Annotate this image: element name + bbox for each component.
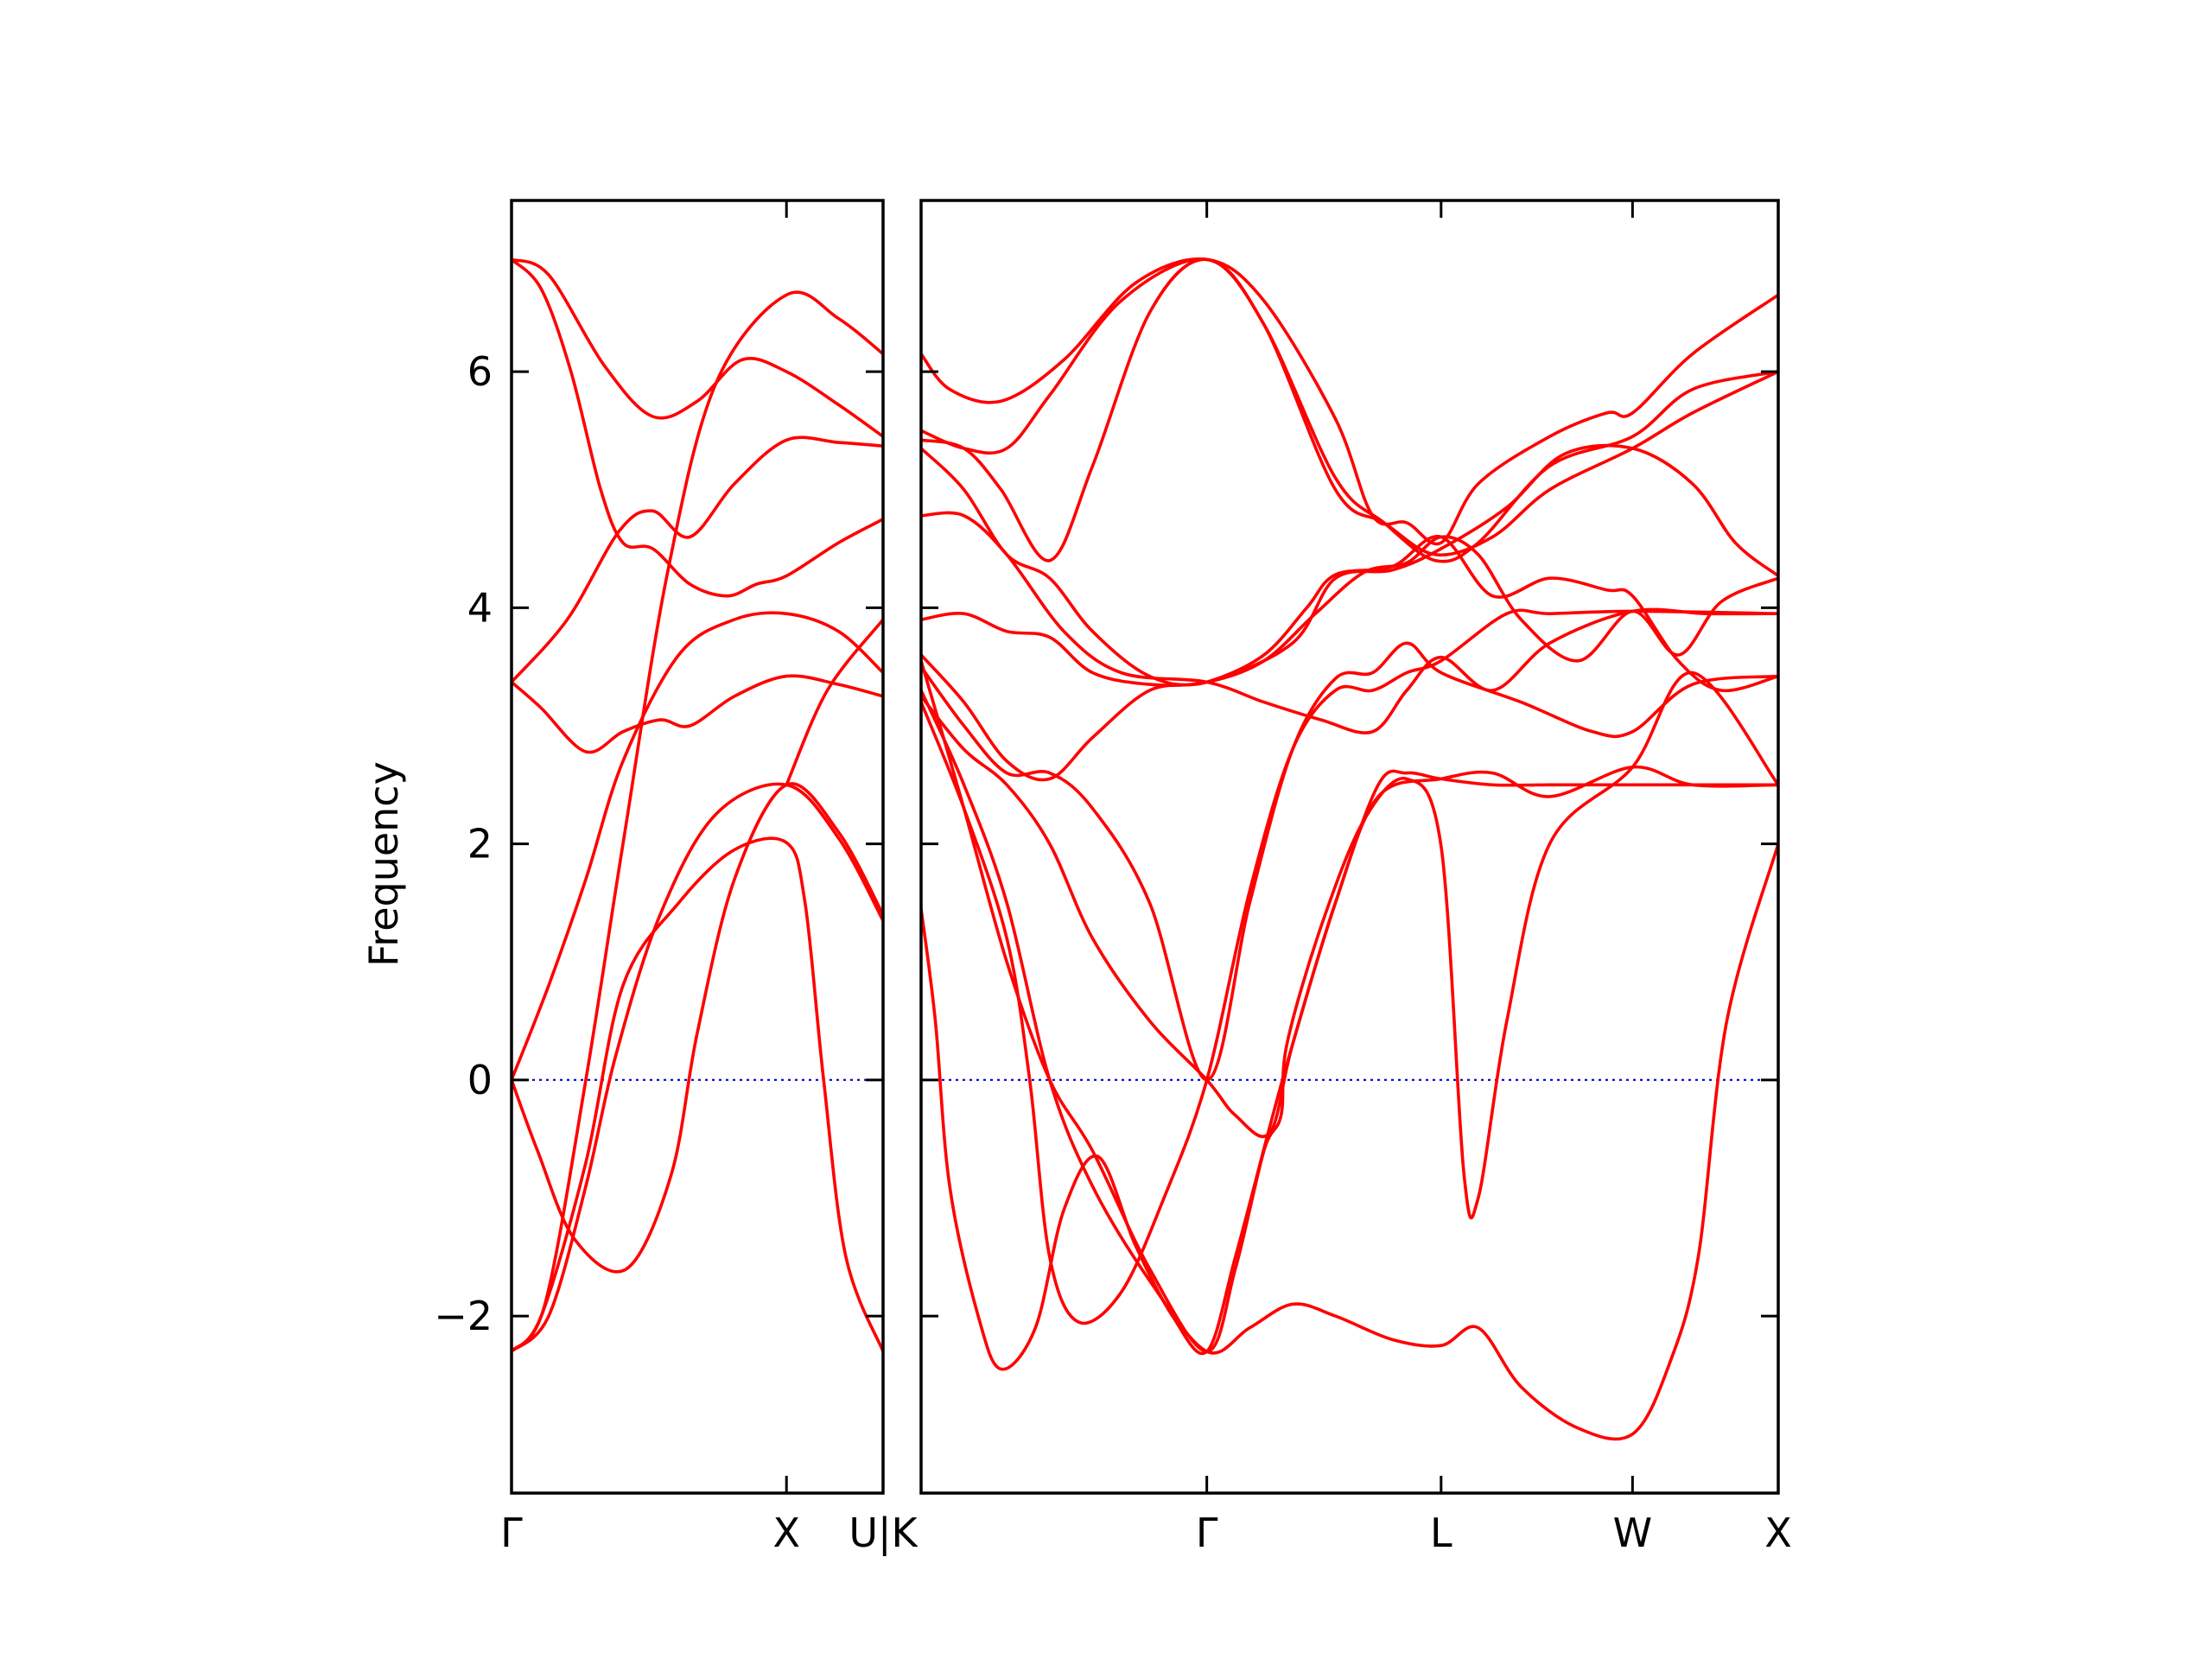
band-line-1 — [512, 257, 883, 438]
x-tick-label: Γ — [1196, 1510, 1218, 1556]
band-line-10 — [921, 765, 1778, 1371]
band-line-5 — [921, 511, 1778, 734]
x-tick-label: L — [1430, 1510, 1452, 1556]
panel-gamma-x-u: −2 0 2 4 6 Γ X U|K — [434, 199, 918, 1557]
band-line-3 — [921, 257, 1778, 563]
y-tick-label: 6 — [467, 348, 493, 395]
y-tick-label: 2 — [467, 821, 493, 868]
y-tick-label: 4 — [467, 584, 493, 631]
band-line-5 — [512, 611, 883, 1082]
y-axis-label: Frequency — [360, 761, 407, 967]
y-tick-label: 0 — [467, 1057, 493, 1103]
band-line-8 — [512, 782, 883, 1353]
band-line-10 — [785, 618, 883, 787]
band-line-9 — [921, 689, 1778, 1441]
band-line-13 — [921, 608, 1778, 1325]
bands-group — [512, 257, 883, 1353]
band-line-9 — [512, 836, 883, 1353]
bands-group — [921, 257, 1778, 1441]
band-line-7 — [512, 290, 883, 1353]
band-line-4 — [512, 674, 883, 754]
x-tick-label: Γ — [500, 1510, 523, 1556]
band-line-2 — [921, 257, 1778, 563]
plot-panels: −2 0 2 4 6 Γ X U|K Γ L W X — [434, 199, 1792, 1557]
x-tick-label: X — [1764, 1510, 1792, 1556]
band-line-11 — [921, 659, 1778, 1353]
band-line-2 — [512, 257, 883, 598]
band-line-12 — [921, 695, 1778, 1139]
band-line-6 — [512, 782, 883, 1274]
x-tick-label: X — [772, 1510, 800, 1556]
x-tick-label: W — [1613, 1510, 1652, 1556]
band-line-3 — [512, 435, 883, 684]
y-tick-label: −2 — [434, 1293, 493, 1339]
band-line-1 — [921, 257, 1778, 546]
x-tick-label: U|K — [849, 1510, 918, 1557]
band-line-4 — [921, 443, 1778, 687]
panel-frame — [919, 199, 1780, 1495]
panel-frame — [510, 199, 885, 1495]
band-line-7 — [921, 535, 1778, 782]
